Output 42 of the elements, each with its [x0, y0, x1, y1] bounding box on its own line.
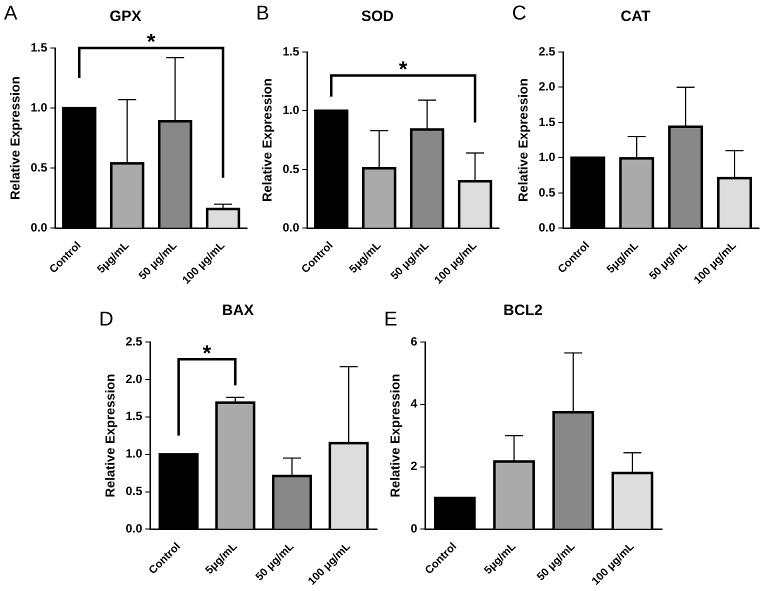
- y-axis-title: Relative Expression: [515, 78, 530, 202]
- text: D: [99, 308, 114, 331]
- y-tick-label: 0.0: [282, 220, 300, 234]
- y-tick-label: 0.0: [30, 220, 48, 234]
- text: B: [256, 2, 270, 25]
- y-axis-title: Relative Expression: [7, 76, 22, 200]
- y-tick-label: 1.0: [126, 446, 143, 461]
- y-tick-label: 0.5: [126, 484, 143, 498]
- text: A: [4, 2, 18, 25]
- chart-title: CAT: [620, 8, 650, 26]
- y-axis-title: Relative Expression: [259, 78, 274, 202]
- y-tick-label: 0.0: [126, 522, 143, 536]
- y-tick-label: 0: [410, 522, 418, 536]
- y-tick-label: 0.5: [282, 162, 300, 176]
- y-tick-label: 6: [410, 334, 418, 348]
- y-tick-label: 1.0: [30, 100, 48, 114]
- y-tick-label: 4: [410, 396, 418, 411]
- y-tick-label: 1.0: [282, 103, 300, 118]
- y-tick-label: 2.0: [538, 80, 556, 94]
- y-tick-label: 2.5: [538, 44, 556, 58]
- chart-title: SOD: [361, 8, 394, 26]
- annotation: *: [146, 29, 156, 54]
- y-axis-title: Relative Expression: [387, 374, 402, 498]
- y-tick-label: 2.0: [126, 372, 143, 386]
- y-tick-label: 1.0: [538, 150, 556, 164]
- text: C: [512, 2, 526, 25]
- y-tick-label: 1.5: [126, 409, 143, 424]
- y-tick-label: 1.5: [538, 114, 556, 129]
- annotation: *: [202, 340, 212, 366]
- chart-title: GPX: [110, 8, 142, 26]
- y-tick-label: 1.5: [30, 40, 48, 54]
- y-axis-title: Relative Expression: [102, 374, 118, 498]
- y-tick-label: 0.5: [30, 160, 48, 174]
- y-tick-label: 0.5: [538, 185, 556, 200]
- text: E: [384, 308, 398, 331]
- y-tick-label: 0.0: [538, 220, 556, 234]
- y-tick-label: 2.5: [126, 334, 143, 348]
- chart-title: BAX: [222, 302, 254, 320]
- y-tick-label: 2: [410, 459, 418, 474]
- y-tick-label: 1.5: [282, 44, 300, 58]
- annotation: *: [398, 56, 408, 82]
- chart-title: BCL2: [503, 302, 543, 320]
